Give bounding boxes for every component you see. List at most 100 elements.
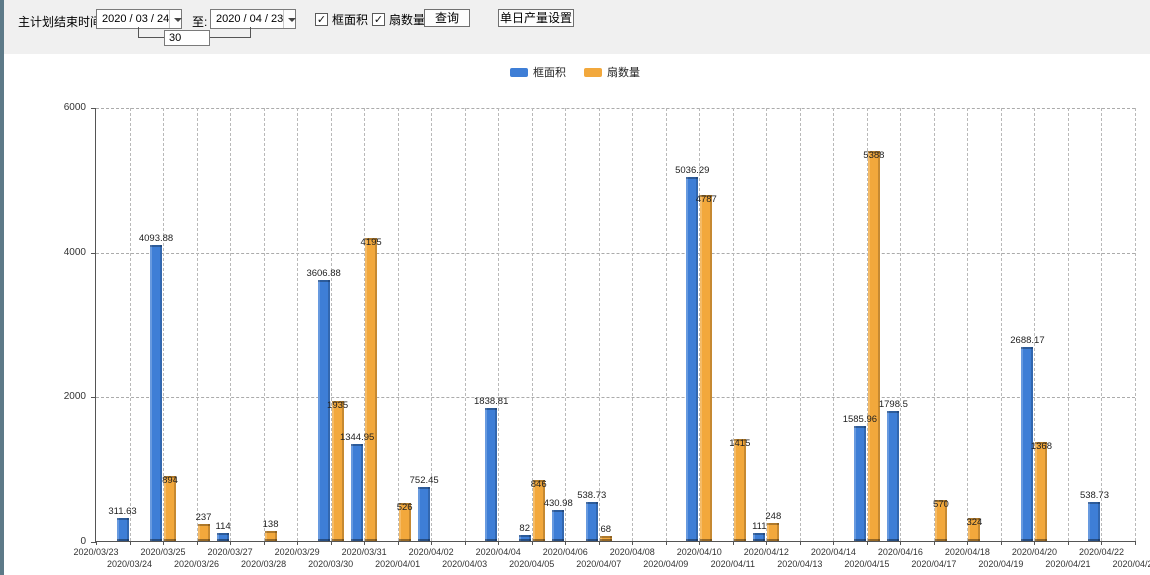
grid-line-vertical xyxy=(967,108,969,541)
bar-扇数量-2020/04/11 xyxy=(733,438,746,541)
bar-扇数量-2020/03/31 xyxy=(365,237,378,541)
x-axis-label: 2020/04/13 xyxy=(777,559,823,569)
x-axis-label: 2020/04/04 xyxy=(475,547,521,557)
grid-line-vertical xyxy=(799,108,801,541)
bar-value-label: 1585.96 xyxy=(842,414,878,426)
x-axis-tick xyxy=(967,541,969,545)
bar-value-label: 237 xyxy=(195,511,212,523)
x-axis-label: 2020/04/12 xyxy=(743,547,789,557)
interval-days-input[interactable]: 30 xyxy=(164,30,210,46)
date-to-value[interactable]: 2020 / 04 / 23 xyxy=(216,13,284,25)
grid-line-vertical xyxy=(933,108,935,541)
bar-扇数量-2020/03/25 xyxy=(164,476,177,541)
bar-扇数量-2020/04/15 xyxy=(867,151,880,541)
bar-value-label: 1344.95 xyxy=(339,431,375,443)
date-from-picker[interactable]: 2020 / 03 / 24 xyxy=(96,9,182,29)
x-axis-label: 2020/04/09 xyxy=(643,559,689,569)
x-axis-tick xyxy=(732,541,734,545)
x-axis-label: 2020/04/21 xyxy=(1045,559,1091,569)
area-checkbox-label[interactable]: 框面积 xyxy=(332,13,369,27)
x-axis-label: 2020/04/17 xyxy=(911,559,957,569)
grid-line-horizontal xyxy=(96,108,1135,109)
bar-框面积-2020/03/25 xyxy=(150,244,163,541)
bar-value-label: 3606.88 xyxy=(306,268,341,280)
y-axis-tick xyxy=(91,108,96,109)
y-axis-tick xyxy=(91,252,96,254)
bar-value-label: 4093.88 xyxy=(138,232,174,244)
x-axis-tick xyxy=(799,541,801,545)
fan-checkbox[interactable]: ✓ xyxy=(372,13,385,26)
grid-line-vertical xyxy=(1101,108,1103,541)
grid-line-vertical xyxy=(1067,108,1069,541)
bar-value-label: 5388 xyxy=(863,150,885,162)
bar-value-label: 114 xyxy=(215,520,231,532)
grid-line-vertical xyxy=(699,108,701,541)
bar-框面积-2020/04/16 xyxy=(887,410,900,541)
toolbar: 主计划结束时间: 2020 / 03 / 24 至: 2020 / 04 / 2… xyxy=(4,0,1150,54)
y-axis-tick xyxy=(91,542,96,543)
date-to-picker[interactable]: 2020 / 04 / 23 xyxy=(210,9,296,29)
x-axis-tick xyxy=(96,541,97,545)
x-axis-label: 2020/04/20 xyxy=(1011,547,1057,557)
area-checkbox[interactable]: ✓ xyxy=(315,13,328,26)
bar-扇数量-2020/03/30 xyxy=(331,401,344,541)
grid-line-vertical xyxy=(531,108,533,541)
fan-checkbox-label[interactable]: 扇数量 xyxy=(389,13,426,27)
x-axis-label: 2020/04/11 xyxy=(710,559,755,569)
x-axis-tick xyxy=(632,541,634,545)
x-axis-tick xyxy=(397,541,399,545)
x-axis-tick xyxy=(129,541,131,545)
grid-line-vertical xyxy=(330,108,332,541)
bar-扇数量-2020/04/18 xyxy=(968,517,981,541)
x-axis-tick xyxy=(900,541,902,545)
bar-value-label: 570 xyxy=(932,498,949,510)
bar-框面积-2020/04/10 xyxy=(686,176,699,541)
bar-框面积-2020/04/12 xyxy=(753,532,766,541)
bar-value-label: 311.63 xyxy=(108,506,137,518)
bar-扇数量-2020/04/05 xyxy=(532,479,545,541)
bar-value-label: 526 xyxy=(396,501,413,513)
x-axis-label: 2020/04/22 xyxy=(1078,547,1124,557)
grid-line-vertical xyxy=(833,108,835,541)
x-axis-label: 2020/03/31 xyxy=(341,547,387,557)
grid-line-vertical xyxy=(431,108,433,541)
bar-value-label: 1935 xyxy=(327,400,349,412)
bar-value-label: 1368 xyxy=(1030,441,1052,453)
bar-value-label: 111 xyxy=(752,520,767,532)
grid-line-horizontal xyxy=(96,397,1135,399)
x-axis-tick xyxy=(196,541,198,545)
grid-line-vertical xyxy=(866,108,868,541)
x-axis-label: 2020/04/10 xyxy=(676,547,722,557)
bar-value-label: 1415 xyxy=(729,437,751,449)
date-from-value[interactable]: 2020 / 03 / 24 xyxy=(102,13,170,25)
bar-value-label: 4195 xyxy=(360,236,382,248)
grid-line-vertical xyxy=(263,108,265,541)
chevron-down-icon[interactable] xyxy=(283,10,296,28)
legend-swatch-icon xyxy=(584,67,602,77)
bar-value-label: 752.45 xyxy=(409,474,439,486)
plot-area: 0 2000 4000 6000 2020/03/23 2020/03/24 2020/03… xyxy=(64,102,1150,569)
bar-value-label: 82 xyxy=(519,523,530,535)
x-axis-label: 2020/04/14 xyxy=(810,547,856,557)
legend-label: 框面积 xyxy=(533,67,566,79)
grid-line-vertical xyxy=(632,108,634,541)
grid-line-vertical xyxy=(397,108,399,541)
bar-value-label: 538.73 xyxy=(577,490,607,502)
grid-line-vertical xyxy=(297,108,299,541)
query-button[interactable]: 查询 xyxy=(424,9,470,27)
x-axis-label: 2020/04/18 xyxy=(944,547,990,557)
bar-框面积-2020/03/27 xyxy=(217,532,230,541)
chevron-down-icon[interactable] xyxy=(169,10,182,28)
window-left-edge xyxy=(0,0,4,575)
x-axis-label: 2020/04/01 xyxy=(375,559,421,569)
chart-legend: 框面积 扇数量 xyxy=(0,64,1150,80)
bar-框面积-2020/03/30 xyxy=(317,280,330,541)
x-axis-label: 2020/04/02 xyxy=(408,547,454,557)
daily-output-settings-button[interactable]: 单日产量设置 xyxy=(498,9,574,27)
grid-line-vertical xyxy=(230,108,232,541)
x-axis-tick xyxy=(531,541,533,545)
x-axis-label: 2020/03/24 xyxy=(106,559,153,569)
x-axis-label: 2020/04/06 xyxy=(542,547,588,557)
x-axis-label: 2020/03/30 xyxy=(308,559,354,569)
connector-line-right xyxy=(210,27,251,38)
